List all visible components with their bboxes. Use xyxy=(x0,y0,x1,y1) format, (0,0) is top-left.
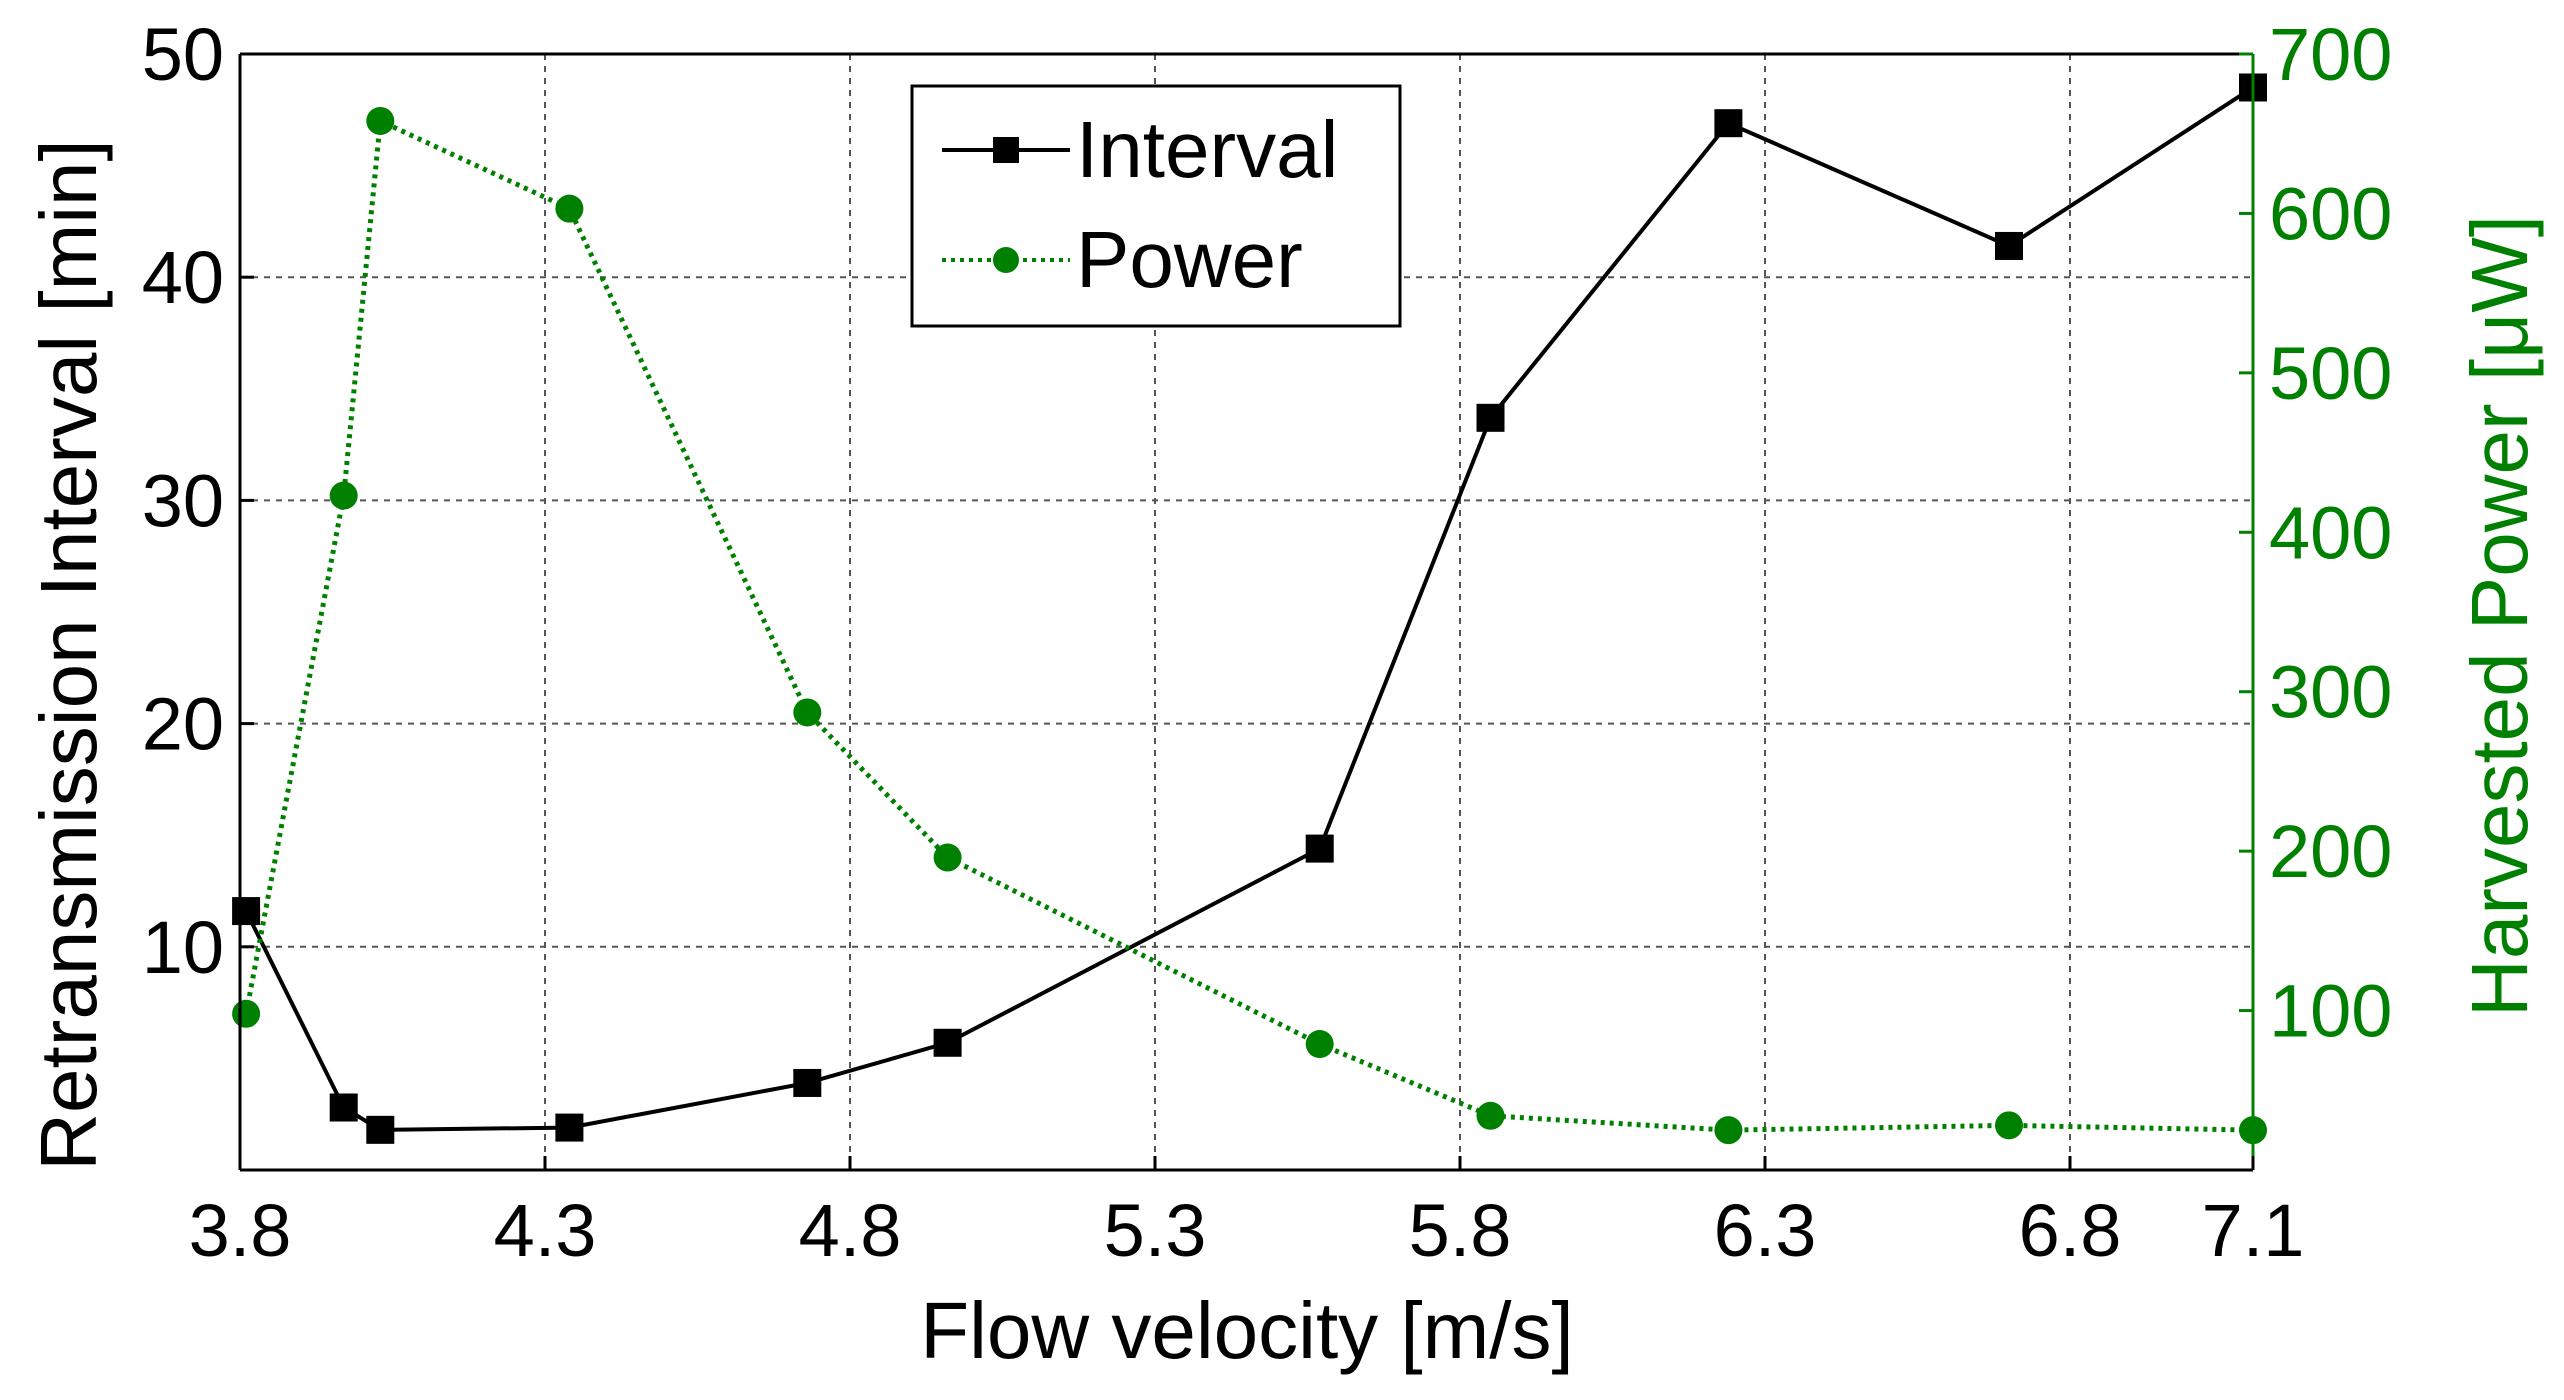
legend: Interval Power xyxy=(910,84,1402,328)
right-y-tick-label-5: 600 xyxy=(2269,172,2392,255)
left-y-tick-label-2: 30 xyxy=(142,459,224,542)
right-y-axis-title: Harvested Power [μW] xyxy=(2455,215,2544,1017)
x-tick-label-7: 7.1 xyxy=(2202,1189,2305,1272)
data-point-power-8 xyxy=(1714,1116,1743,1145)
data-point-power-6 xyxy=(1305,1030,1334,1059)
right-y-tick-label-2: 300 xyxy=(2269,651,2392,734)
legend-power-marker xyxy=(993,247,1019,273)
axis-layer: 3.8 4.3 4.8 5.3 5.8 6.3 6.8 7.1 10 20 30 40 50 100 200… xyxy=(142,13,2393,1272)
left-y-axis-title: Retransmission Interval [min] xyxy=(24,139,113,1170)
data-point-interval-2 xyxy=(366,1115,395,1144)
legend-interval-label: Interval xyxy=(1076,105,1338,194)
data-point-interval-7 xyxy=(1476,403,1505,432)
right-y-tick-label-0: 100 xyxy=(2269,970,2392,1053)
data-point-power-1 xyxy=(329,481,358,510)
data-point-power-9 xyxy=(1995,1111,2023,1140)
data-point-interval-1 xyxy=(329,1093,358,1122)
x-tick-label-0: 3.8 xyxy=(189,1189,292,1272)
left-y-tick-label-1: 20 xyxy=(142,683,224,766)
left-y-tick-label-4: 50 xyxy=(142,13,224,96)
right-y-tick-label-4: 500 xyxy=(2269,332,2392,415)
data-point-power-4 xyxy=(793,698,822,727)
data-point-interval-0 xyxy=(232,897,261,926)
data-point-interval-9 xyxy=(1995,231,2023,260)
legend-interval-marker xyxy=(993,137,1019,163)
data-point-interval-8 xyxy=(1714,109,1743,138)
right-y-tick-label-1: 200 xyxy=(2269,810,2392,893)
data-point-interval-6 xyxy=(1305,834,1334,863)
left-y-tick-label-0: 10 xyxy=(142,906,224,989)
x-tick-label-6: 6.8 xyxy=(2019,1189,2122,1272)
legend-box xyxy=(910,84,1402,328)
data-point-interval-5 xyxy=(933,1028,962,1057)
data-point-power-2 xyxy=(366,106,395,135)
data-point-interval-4 xyxy=(793,1068,822,1097)
legend-power-label: Power xyxy=(1076,215,1303,304)
x-tick-label-5: 6.3 xyxy=(1714,1189,1817,1272)
data-point-power-7 xyxy=(1476,1101,1505,1130)
x-tick-label-1: 4.3 xyxy=(494,1189,597,1272)
data-point-power-0 xyxy=(232,999,261,1028)
data-point-interval-3 xyxy=(555,1113,584,1142)
x-axis-title: Flow velocity [m/s] xyxy=(920,1286,1573,1375)
x-tick-label-4: 5.8 xyxy=(1409,1189,1512,1272)
left-y-tick-label-3: 40 xyxy=(142,236,224,319)
x-tick-label-2: 4.8 xyxy=(799,1189,902,1272)
right-y-tick-label-3: 400 xyxy=(2269,491,2392,574)
right-y-tick-label-6: 700 xyxy=(2269,13,2392,96)
data-point-power-5 xyxy=(933,843,962,872)
data-point-power-3 xyxy=(555,194,584,223)
x-tick-label-3: 5.3 xyxy=(1104,1189,1207,1272)
